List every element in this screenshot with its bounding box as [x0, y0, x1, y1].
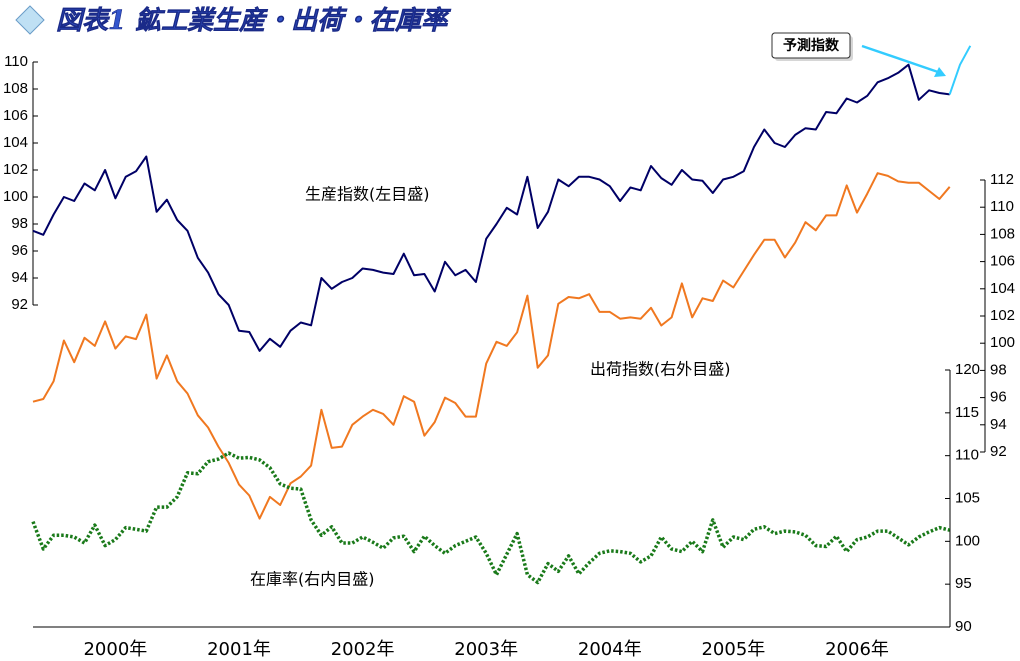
y-tick-label: 102 — [3, 161, 28, 178]
y-tick-label: 94 — [990, 416, 1007, 433]
x-tick-label: 2003年 — [454, 639, 518, 660]
y-tick-label: 106 — [990, 253, 1015, 270]
forecast-arrow-head — [934, 67, 946, 77]
y-tick-label: 100 — [3, 188, 28, 205]
y-tick-label: 110 — [4, 53, 28, 70]
x-tick-label: 2001年 — [207, 639, 271, 660]
y-tick-label: 110 — [955, 447, 979, 464]
y-tick-label: 94 — [11, 269, 28, 286]
y-tick-label: 96 — [990, 389, 1007, 406]
title-icon — [15, 5, 45, 35]
y-tick-label: 106 — [3, 107, 28, 124]
y-tick-label: 104 — [3, 134, 28, 151]
series-label: 在庫率(右内目盛) — [250, 570, 375, 589]
series-label: 出荷指数(右外目盛) — [590, 360, 731, 379]
x-tick-label: 2004年 — [578, 639, 642, 660]
y-tick-label: 98 — [11, 215, 28, 232]
series-line — [32, 63, 950, 352]
y-tick-label: 95 — [955, 575, 972, 592]
y-tick-label: 108 — [990, 225, 1015, 242]
x-tick-label: 2002年 — [331, 639, 395, 660]
series-line — [948, 45, 972, 95]
y-tick-label: 108 — [3, 80, 28, 97]
series-label: 生産指数(左目盛) — [305, 185, 430, 204]
series-line — [32, 172, 951, 520]
y-tick-label: 100 — [990, 334, 1015, 351]
y-tick-label: 92 — [990, 443, 1007, 460]
y-tick-label: 112 — [990, 171, 1014, 188]
forecast-box-face — [771, 32, 851, 59]
y-tick-label: 110 — [990, 198, 1014, 215]
y-tick-label: 90 — [955, 618, 972, 635]
y-tick-label: 120 — [955, 361, 980, 378]
chart-title: 図表1 鉱工業生産・出荷・在庫率 — [56, 6, 451, 36]
forecast-arrow — [861, 44, 939, 74]
y-tick-label: 98 — [990, 361, 1007, 378]
y-tick-label: 115 — [955, 404, 979, 421]
y-tick-label: 96 — [11, 242, 28, 259]
x-tick-label: 2006年 — [825, 639, 889, 660]
y-tick-label: 92 — [11, 296, 28, 313]
forecast-label: 予測指数 — [783, 37, 840, 54]
y-tick-label: 105 — [955, 489, 980, 506]
y-tick-label: 100 — [955, 532, 980, 549]
y-tick-label: 102 — [990, 307, 1015, 324]
series-line — [31, 451, 951, 585]
y-tick-label: 104 — [990, 280, 1015, 297]
x-tick-label: 2000年 — [83, 639, 147, 660]
x-tick-label: 2005年 — [701, 639, 765, 660]
